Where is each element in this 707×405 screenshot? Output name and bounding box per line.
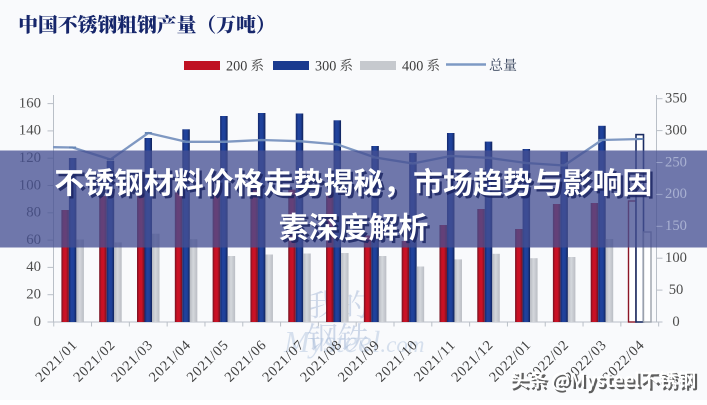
svg-text:160: 160 (19, 95, 41, 111)
svg-text:50: 50 (669, 282, 684, 298)
svg-text:150: 150 (665, 218, 687, 234)
svg-text:400: 400 (402, 59, 423, 75)
svg-text:100: 100 (665, 250, 687, 266)
svg-text:0: 0 (34, 314, 41, 330)
svg-text:300: 300 (665, 122, 687, 138)
svg-text:40: 40 (26, 259, 41, 275)
svg-text:140: 140 (19, 123, 41, 139)
svg-text:200: 200 (665, 186, 687, 202)
svg-text:20: 20 (26, 287, 41, 303)
svg-text:250: 250 (665, 154, 687, 170)
svg-text:200: 200 (226, 59, 247, 75)
svg-text:0: 0 (672, 314, 679, 330)
svg-text:350: 350 (665, 91, 687, 107)
svg-text:300: 300 (315, 59, 336, 75)
